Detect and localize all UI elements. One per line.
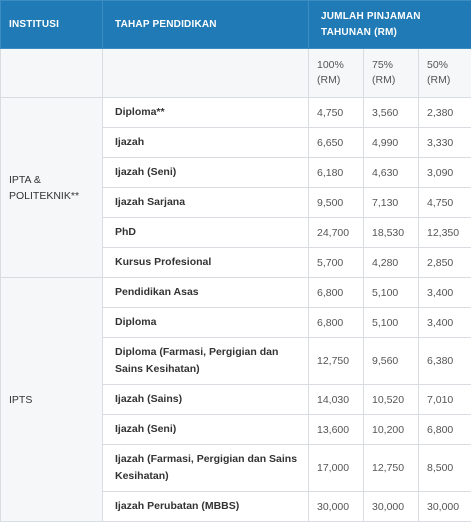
education-level-cell: PhD	[103, 218, 309, 248]
education-level-cell: Ijazah Perubatan (MBBS)	[103, 492, 309, 522]
amount-cell-75-percent: 7,130	[364, 188, 419, 218]
amount-cell-100-percent: 17,000	[309, 445, 364, 492]
education-level-cell: Ijazah	[103, 128, 309, 158]
amount-cell-50-percent: 3,090	[419, 158, 471, 188]
subheader-empty-cell	[1, 49, 103, 98]
amount-cell-50-percent: 2,850	[419, 248, 471, 278]
amount-cell-75-percent: 10,200	[364, 415, 419, 445]
amount-cell-75-percent: 3,560	[364, 98, 419, 128]
amount-cell-75-percent: 4,990	[364, 128, 419, 158]
amount-cell-50-percent: 7,010	[419, 385, 471, 415]
header-tahap-pendidikan: TAHAP PENDIDIKAN	[103, 1, 309, 49]
amount-cell-50-percent: 6,380	[419, 338, 471, 385]
amount-cell-100-percent: 9,500	[309, 188, 364, 218]
institution-cell: IPTS	[1, 278, 103, 522]
education-level-cell: Diploma (Farmasi, Pergigian dan Sains Ke…	[103, 338, 309, 385]
education-level-cell: Ijazah Sarjana	[103, 188, 309, 218]
education-level-cell: Pendidikan Asas	[103, 278, 309, 308]
amount-cell-75-percent: 4,630	[364, 158, 419, 188]
amount-cell-100-percent: 13,600	[309, 415, 364, 445]
amount-cell-100-percent: 6,800	[309, 308, 364, 338]
amount-cell-50-percent: 2,380	[419, 98, 471, 128]
education-level-cell: Kursus Profesional	[103, 248, 309, 278]
education-level-cell: Ijazah (Farmasi, Pergigian dan Sains Kes…	[103, 445, 309, 492]
amount-cell-100-percent: 6,180	[309, 158, 364, 188]
amount-cell-75-percent: 30,000	[364, 492, 419, 522]
amount-cell-75-percent: 10,520	[364, 385, 419, 415]
subheader-100-percent: 100% (RM)	[309, 49, 364, 98]
amount-cell-50-percent: 3,400	[419, 278, 471, 308]
amount-cell-75-percent: 12,750	[364, 445, 419, 492]
institution-cell: IPTA & POLITEKNIK**	[1, 98, 103, 278]
amount-cell-100-percent: 12,750	[309, 338, 364, 385]
subheader-empty-cell	[103, 49, 309, 98]
amount-cell-100-percent: 24,700	[309, 218, 364, 248]
education-level-cell: Ijazah (Sains)	[103, 385, 309, 415]
amount-cell-100-percent: 6,650	[309, 128, 364, 158]
header-institusi: INSTITUSI	[1, 1, 103, 49]
amount-cell-100-percent: 14,030	[309, 385, 364, 415]
amount-cell-50-percent: 4,750	[419, 188, 471, 218]
amount-cell-50-percent: 30,000	[419, 492, 471, 522]
percentage-row: 100% (RM) 75% (RM) 50% (RM)	[1, 49, 471, 98]
amount-cell-75-percent: 5,100	[364, 308, 419, 338]
amount-cell-100-percent: 30,000	[309, 492, 364, 522]
amount-cell-100-percent: 5,700	[309, 248, 364, 278]
amount-cell-50-percent: 3,400	[419, 308, 471, 338]
header-row: INSTITUSI TAHAP PENDIDIKAN JUMLAH PINJAM…	[1, 1, 471, 49]
amount-cell-50-percent: 6,800	[419, 415, 471, 445]
amount-cell-75-percent: 18,530	[364, 218, 419, 248]
amount-cell-50-percent: 3,330	[419, 128, 471, 158]
amount-cell-50-percent: 12,350	[419, 218, 471, 248]
education-level-cell: Diploma	[103, 308, 309, 338]
subheader-75-percent: 75% (RM)	[364, 49, 419, 98]
education-level-cell: Ijazah (Seni)	[103, 415, 309, 445]
amount-cell-75-percent: 4,280	[364, 248, 419, 278]
amount-cell-75-percent: 5,100	[364, 278, 419, 308]
header-jumlah-pinjaman: JUMLAH PINJAMAN TAHUNAN (RM)	[309, 1, 471, 49]
amount-cell-100-percent: 6,800	[309, 278, 364, 308]
education-level-cell: Ijazah (Seni)	[103, 158, 309, 188]
amount-cell-75-percent: 9,560	[364, 338, 419, 385]
education-level-cell: Diploma**	[103, 98, 309, 128]
amount-cell-50-percent: 8,500	[419, 445, 471, 492]
amount-cell-100-percent: 4,750	[309, 98, 364, 128]
subheader-50-percent: 50% (RM)	[419, 49, 471, 98]
